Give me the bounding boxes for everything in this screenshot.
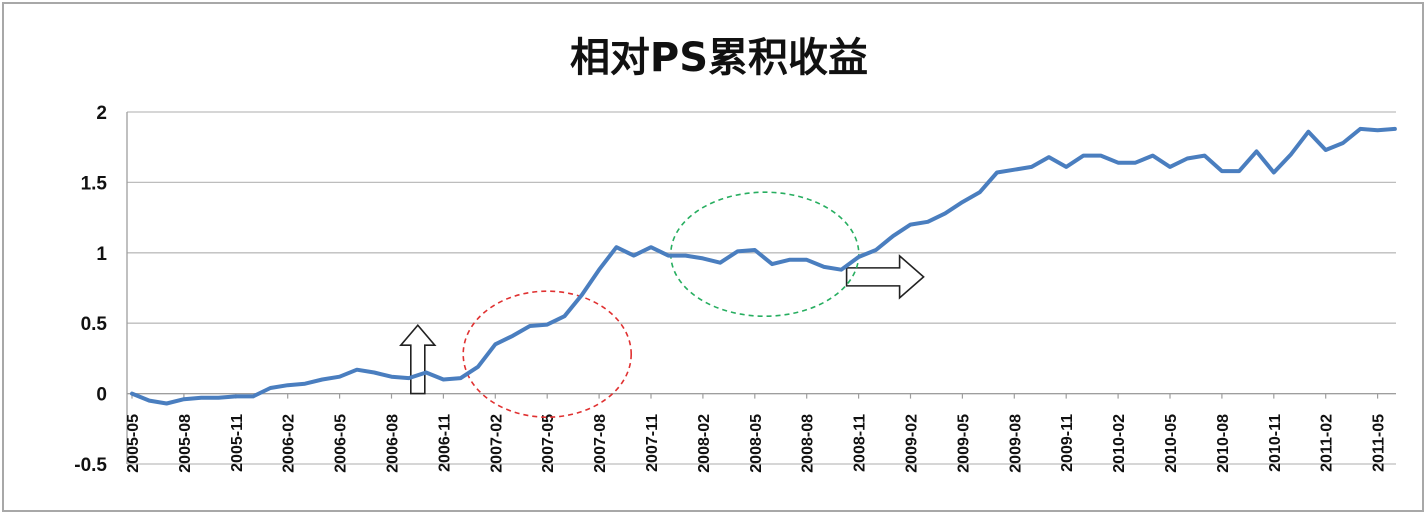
x-tick-label: 2010-02 <box>1111 414 1128 473</box>
right-arrow <box>845 254 925 300</box>
red-dashed-ellipse <box>462 290 633 418</box>
x-tick-label: 2010-11 <box>1267 414 1284 472</box>
x-tick-label: 2006-05 <box>333 414 350 473</box>
x-tick-label: 2006-02 <box>281 414 298 473</box>
x-tick-label: 2010-05 <box>1163 414 1180 473</box>
x-tick-label: 2008-11 <box>852 414 869 472</box>
series-line <box>130 126 1397 406</box>
x-tick-label: 2007-02 <box>488 414 505 473</box>
gridlines <box>126 111 1396 465</box>
y-tick-label: 2 <box>96 103 107 124</box>
x-tick-label: 2008-02 <box>696 414 713 473</box>
y-tick-label: -0.5 <box>74 455 107 476</box>
chart-title: 相对PS累积收益 <box>570 35 868 81</box>
up-arrow <box>399 323 437 395</box>
x-tick-label: 2007-11 <box>644 414 661 472</box>
x-tick-label: 2011-02 <box>1319 414 1336 472</box>
annotations <box>399 191 925 418</box>
y-tick-label: 0.5 <box>81 314 108 335</box>
x-tick-label: 2009-02 <box>904 414 921 473</box>
x-tick-label: 2009-11 <box>1059 414 1076 472</box>
x-tick-label: 2007-08 <box>592 414 609 473</box>
x-tick-label: 2005-11 <box>229 414 246 472</box>
x-axis-ticks: 2005-05 2005-08 2005-11 2006-02 2006-05 2006-… <box>125 393 1388 473</box>
x-tick-label: 2009-08 <box>1007 414 1024 473</box>
x-tick-label: 2005-05 <box>125 414 142 473</box>
x-tick-label: 2008-08 <box>800 414 817 473</box>
x-tick-label: 2007-05 <box>540 414 557 473</box>
y-tick-label: 1.5 <box>81 173 108 194</box>
x-tick-label: 2006-08 <box>385 414 402 473</box>
line-chart: 相对PS累积收益 21.510.50-0.5 2005-05 2005-08 200… <box>74 35 1397 476</box>
x-tick-label: 2009-05 <box>955 414 972 473</box>
series-layer <box>130 126 1397 406</box>
x-tick-label: 2008-05 <box>748 414 765 473</box>
x-tick-label: 2006-11 <box>436 414 453 472</box>
x-tick-label: 2005-08 <box>177 414 194 473</box>
y-tick-label: 0 <box>96 385 107 406</box>
y-axis-ticks: 2 1.5 1 0.5 0 -0.5 <box>74 103 107 476</box>
x-tick-label: 2010-08 <box>1215 414 1232 473</box>
y-tick-label: 1 <box>96 244 107 265</box>
x-tick-label: 2011-05 <box>1371 414 1388 472</box>
green-dashed-ellipse <box>669 191 860 318</box>
